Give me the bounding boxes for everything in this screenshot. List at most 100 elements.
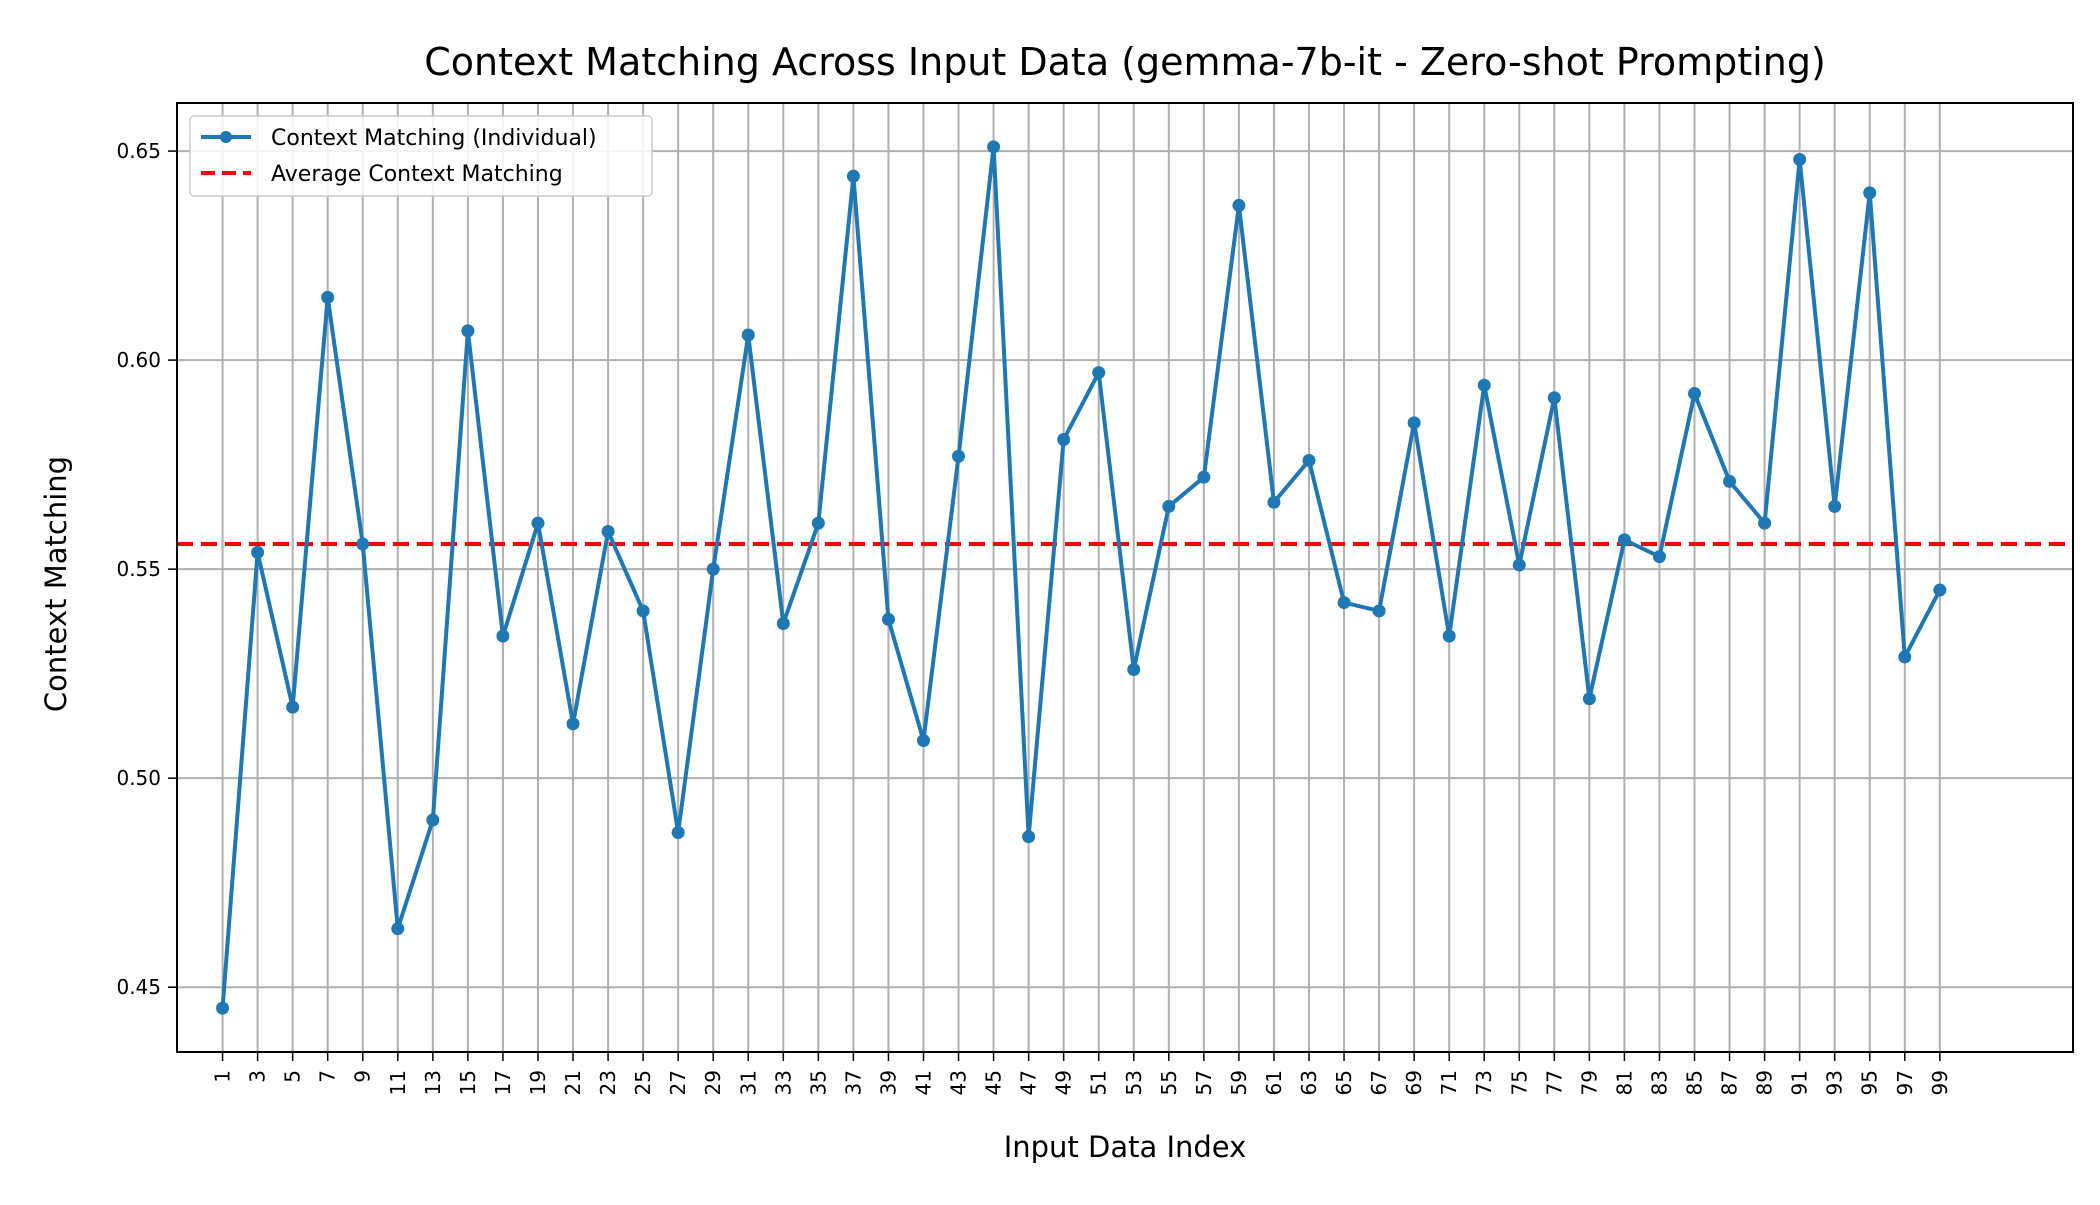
x-tick-label: 87 (1718, 1070, 1742, 1095)
legend: Context Matching (Individual) Average Co… (189, 115, 653, 197)
data-point (952, 449, 966, 463)
data-point (1863, 186, 1877, 200)
x-tick-label: 69 (1402, 1070, 1426, 1095)
x-tick-label: 67 (1367, 1070, 1391, 1095)
x-tick-label: 75 (1507, 1070, 1531, 1095)
data-point (216, 1001, 230, 1015)
x-tick-label: 53 (1122, 1070, 1146, 1095)
x-tick-label: 85 (1683, 1070, 1707, 1095)
data-point (881, 612, 895, 626)
data-point (566, 717, 580, 731)
x-tick-label: 57 (1192, 1070, 1216, 1095)
series-line (220, 144, 1942, 1009)
x-tick-label: 3 (246, 1070, 270, 1083)
legend-label-individual: Context Matching (Individual) (271, 126, 597, 151)
x-tick-label: 19 (526, 1070, 550, 1095)
x-tick-label: 5 (281, 1070, 305, 1083)
data-point (601, 525, 615, 539)
x-tick-label: 17 (491, 1070, 515, 1095)
data-point (987, 140, 1001, 154)
legend-box (189, 115, 653, 197)
data-point (1547, 391, 1561, 405)
y-tick-label: 0.60 (116, 348, 161, 372)
y-tick-label: 0.65 (116, 139, 161, 163)
data-point (1407, 416, 1421, 430)
data-point (1022, 830, 1036, 844)
y-tick-label: 0.55 (116, 557, 161, 581)
data-point (426, 813, 440, 827)
x-tick-label: 35 (806, 1070, 830, 1095)
data-point (1688, 387, 1702, 401)
data-point (1197, 470, 1211, 484)
x-tick-label: 47 (1017, 1070, 1041, 1095)
x-tick-label: 89 (1753, 1070, 1777, 1095)
y-tick-label: 0.45 (116, 975, 161, 999)
x-tick-label: 33 (771, 1070, 795, 1095)
data-point (1898, 650, 1912, 664)
data-point (636, 604, 650, 618)
x-tick-label: 81 (1612, 1070, 1636, 1095)
data-point (496, 629, 510, 643)
data-point (286, 700, 300, 714)
x-tick-label: 11 (386, 1070, 410, 1095)
legend-label-average: Average Context Matching (271, 162, 563, 187)
x-tick-label: 43 (947, 1070, 971, 1095)
x-tick-label: 95 (1858, 1070, 1882, 1095)
x-tick-label: 97 (1893, 1070, 1917, 1095)
x-tick-label: 27 (666, 1070, 690, 1095)
data-point (1933, 583, 1947, 597)
axis-ticks: 1 3 5 7 9 11 13 15 17 19 21 23 25 27 29 31 33 35 37 39 41 43 4… (116, 139, 1951, 1095)
x-tick-label: 31 (736, 1070, 760, 1095)
data-point (1442, 629, 1456, 643)
data-point (741, 328, 755, 342)
data-point (1793, 152, 1807, 166)
data-point (356, 537, 370, 551)
plot-area-frame (176, 102, 2074, 1053)
data-point (1267, 495, 1281, 509)
data-point (916, 734, 930, 748)
x-tick-label: 59 (1227, 1070, 1251, 1095)
data-point (1057, 433, 1071, 447)
data-point (1652, 550, 1666, 564)
data-point (1302, 453, 1316, 467)
x-tick-label: 63 (1297, 1070, 1321, 1095)
data-point (1232, 198, 1246, 212)
data-point (391, 922, 405, 936)
x-tick-label: 41 (911, 1070, 935, 1095)
chart-title: Context Matching Across Input Data (gemm… (424, 40, 1826, 84)
x-tick-label: 79 (1577, 1070, 1601, 1095)
data-point (811, 516, 825, 530)
grid-lines (177, 103, 2073, 1052)
data-point (321, 290, 335, 304)
data-point (531, 516, 545, 530)
data-point (251, 545, 265, 559)
x-tick-label: 29 (701, 1070, 725, 1095)
x-tick-label: 73 (1472, 1070, 1496, 1095)
data-point (846, 169, 860, 183)
x-tick-label: 61 (1262, 1070, 1286, 1095)
x-tick-label: 13 (421, 1070, 445, 1095)
y-tick-label: 0.50 (116, 766, 161, 790)
x-tick-label: 51 (1087, 1070, 1111, 1095)
series-layer (216, 140, 1947, 1015)
x-tick-label: 99 (1928, 1070, 1952, 1095)
data-point (1127, 662, 1141, 676)
data-point (671, 826, 685, 840)
x-axis-label: Input Data Index (1004, 1130, 1247, 1164)
x-tick-label: 7 (316, 1070, 340, 1083)
data-point (1512, 558, 1526, 572)
x-tick-label: 55 (1157, 1070, 1181, 1095)
data-point (1617, 533, 1631, 547)
data-point (1828, 499, 1842, 513)
data-point (1758, 516, 1772, 530)
x-tick-label: 37 (841, 1070, 865, 1095)
x-tick-label: 83 (1647, 1070, 1671, 1095)
data-point (1477, 378, 1491, 392)
data-point (1723, 474, 1737, 488)
x-tick-label: 25 (631, 1070, 655, 1095)
data-point (1582, 692, 1596, 706)
x-tick-label: 77 (1542, 1070, 1566, 1095)
data-point (461, 324, 475, 338)
